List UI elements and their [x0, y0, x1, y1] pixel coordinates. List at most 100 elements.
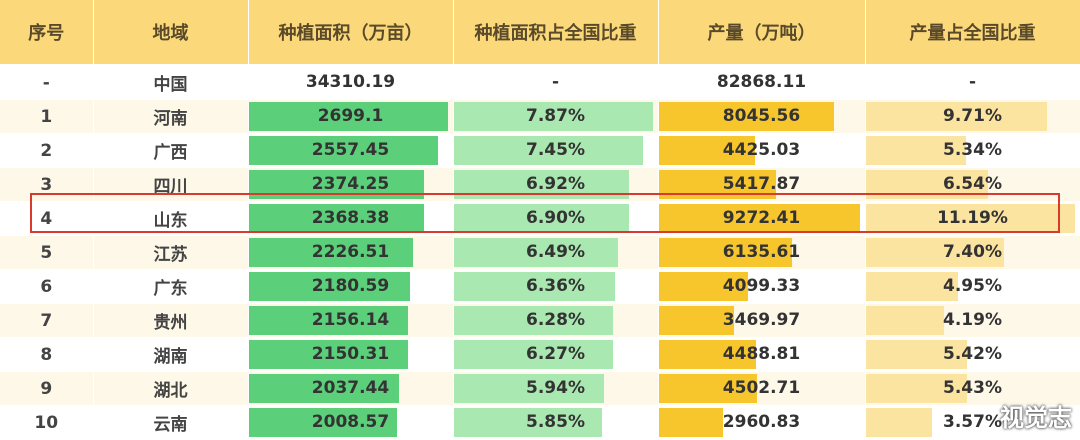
- production-bar: [658, 102, 834, 131]
- total-production-share: -: [968, 72, 977, 92]
- region-cell: 河南: [93, 99, 249, 134]
- region-cell: 云南: [93, 405, 249, 440]
- production-bar: [658, 340, 757, 369]
- production-cell: 9272.41: [658, 201, 866, 236]
- production-share-cell: 11.19%: [865, 201, 1080, 236]
- area-share-cell: 6.27%: [453, 337, 659, 372]
- area-share-cell: 5.85%: [453, 405, 659, 440]
- header-production-share: 产量占全国比重: [865, 0, 1080, 66]
- watermark: 视觉志: [1000, 404, 1072, 432]
- table-row: 9 湖北 2037.44 5.94% 4502.71 5.43%: [0, 371, 1080, 406]
- production-share-label: 5.42%: [943, 344, 1002, 364]
- region-cell: 四川: [93, 167, 249, 202]
- area-label: 2037.44: [311, 378, 390, 398]
- total-production: 82868.11: [716, 72, 807, 92]
- production-label: 5417.87: [722, 174, 801, 194]
- production-share-label: 6.54%: [943, 174, 1002, 194]
- area-bar: [248, 306, 409, 335]
- production-share-bar: [865, 204, 1076, 233]
- region-cell: 湖南: [93, 337, 249, 372]
- area-bar: [248, 136, 438, 165]
- production-cell: 8045.56: [658, 99, 866, 134]
- area-label: 2226.51: [311, 242, 390, 262]
- production-share-label: 9.71%: [943, 106, 1002, 126]
- header-row: 序号 地域 种植面积（万亩） 种植面积占全国比重 产量（万吨） 产量占全国比重: [0, 0, 1080, 66]
- rank-cell: 10: [0, 405, 94, 440]
- production-label: 2960.83: [722, 412, 801, 432]
- production-cell: 4425.03: [658, 133, 866, 168]
- production-share-label: 5.43%: [943, 378, 1002, 398]
- production-label: 6135.61: [722, 242, 801, 262]
- production-label: 9272.41: [722, 208, 801, 228]
- area-share-label: 6.36%: [526, 276, 585, 296]
- production-bar: [658, 272, 748, 301]
- production-share-bar: [865, 340, 968, 369]
- rank-cell: 7: [0, 303, 94, 338]
- total-row: - 中国 34310.19 - 82868.11 -: [0, 65, 1080, 100]
- header-production: 产量（万吨）: [658, 0, 866, 66]
- table-row: 4 山东 2368.38 6.90% 9272.41 11.19%: [0, 201, 1080, 236]
- area-bar: [248, 272, 410, 301]
- total-area-cell: 34310.19: [248, 65, 454, 100]
- production-bar: [658, 204, 861, 233]
- area-label: 2368.38: [311, 208, 390, 228]
- region-cell: 江苏: [93, 235, 249, 270]
- table-row: 10 云南 2008.57 5.85% 2960.83 3.57%: [0, 405, 1080, 440]
- area-share-cell: 7.87%: [453, 99, 659, 134]
- area-bar: [248, 408, 398, 437]
- area-share-cell: 6.92%: [453, 167, 659, 202]
- table-row: 8 湖南 2150.31 6.27% 4488.81 5.42%: [0, 337, 1080, 372]
- area-share-cell: 6.49%: [453, 235, 659, 270]
- area-share-bar: [453, 272, 616, 301]
- region-cell: 广东: [93, 269, 249, 304]
- production-share-cell: 3.57%: [865, 405, 1080, 440]
- table-row: 1 河南 2699.1 7.87% 8045.56 9.71%: [0, 99, 1080, 134]
- area-bar: [248, 204, 424, 233]
- area-share-label: 6.28%: [526, 310, 585, 330]
- area-cell: 2156.14: [248, 303, 454, 338]
- production-share-label: 4.95%: [943, 276, 1002, 296]
- production-bar: [658, 374, 757, 403]
- production-share-cell: 6.54%: [865, 167, 1080, 202]
- region-cell: 山东: [93, 201, 249, 236]
- total-production-cell: 82868.11: [658, 65, 866, 100]
- area-cell: 2368.38: [248, 201, 454, 236]
- area-share-label: 6.27%: [526, 344, 585, 364]
- area-share-bar: [453, 238, 619, 267]
- production-share-cell: 4.95%: [865, 269, 1080, 304]
- production-share-label: 4.19%: [943, 310, 1002, 330]
- table-row: 7 贵州 2156.14 6.28% 3469.97 4.19%: [0, 303, 1080, 338]
- region-cell: 湖北: [93, 371, 249, 406]
- area-share-cell: 6.28%: [453, 303, 659, 338]
- area-share-bar: [453, 136, 643, 165]
- area-label: 2557.45: [311, 140, 390, 160]
- production-share-bar: [865, 238, 1005, 267]
- production-share-bar: [865, 408, 933, 437]
- table-row: 6 广东 2180.59 6.36% 4099.33 4.95%: [0, 269, 1080, 304]
- area-share-bar: [453, 340, 613, 369]
- header-rank: 序号: [0, 0, 94, 66]
- area-share-label: 7.87%: [526, 106, 585, 126]
- production-label: 3469.97: [722, 310, 801, 330]
- area-bar: [248, 102, 449, 131]
- area-cell: 2374.25: [248, 167, 454, 202]
- area-cell: 2008.57: [248, 405, 454, 440]
- area-share-label: 6.90%: [526, 208, 585, 228]
- area-share-label: 5.85%: [526, 412, 585, 432]
- rank-cell: 4: [0, 201, 94, 236]
- area-share-bar: [453, 408, 603, 437]
- area-cell: 2226.51: [248, 235, 454, 270]
- production-share-label: 3.57%: [943, 412, 1002, 432]
- rank-cell: 3: [0, 167, 94, 202]
- production-share-cell: 5.42%: [865, 337, 1080, 372]
- production-cell: 5417.87: [658, 167, 866, 202]
- area-share-bar: [453, 306, 614, 335]
- production-label: 8045.56: [722, 106, 801, 126]
- area-share-label: 6.49%: [526, 242, 585, 262]
- rank-cell: 9: [0, 371, 94, 406]
- total-area-share: -: [551, 72, 560, 92]
- area-share-label: 5.94%: [526, 378, 585, 398]
- total-area: 34310.19: [305, 72, 396, 92]
- area-label: 2156.14: [311, 310, 390, 330]
